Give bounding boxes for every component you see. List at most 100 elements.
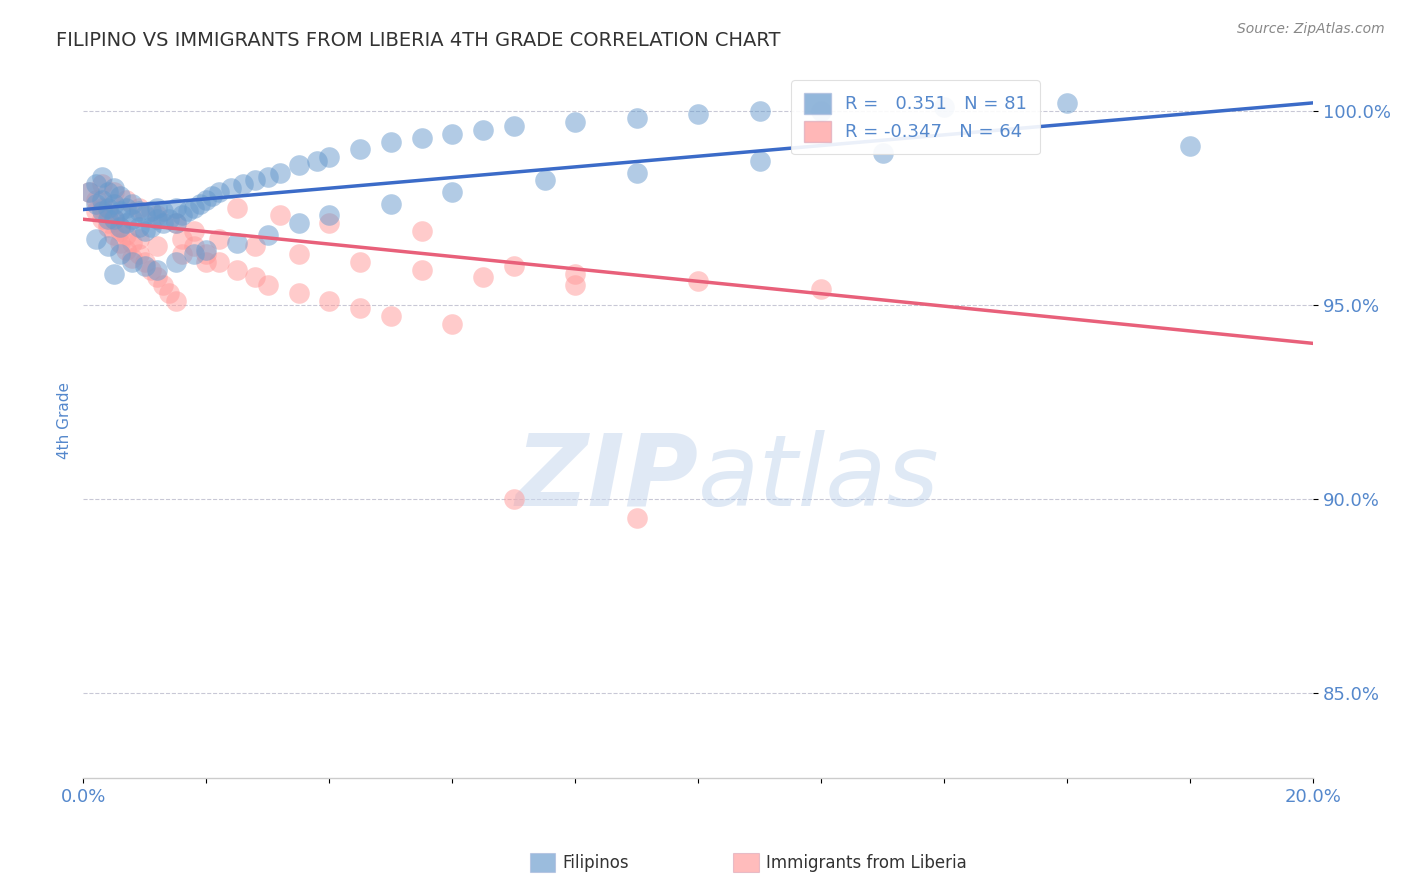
Point xyxy=(146,239,169,253)
Point xyxy=(207,232,229,246)
Point xyxy=(152,278,174,293)
Point xyxy=(128,247,150,261)
Point xyxy=(152,204,174,219)
Point xyxy=(90,201,112,215)
Point xyxy=(256,227,278,242)
Point xyxy=(318,150,340,164)
Point xyxy=(688,107,710,121)
Point xyxy=(103,185,125,199)
Point xyxy=(103,212,125,227)
Point xyxy=(165,201,187,215)
Point xyxy=(108,235,131,250)
Point xyxy=(115,244,138,258)
Point xyxy=(121,251,143,265)
Point xyxy=(165,216,187,230)
Point xyxy=(97,204,120,219)
Point xyxy=(170,247,193,261)
Point xyxy=(626,166,648,180)
Point xyxy=(121,255,143,269)
Point xyxy=(195,255,218,269)
Point xyxy=(411,130,433,145)
Point xyxy=(134,224,156,238)
Point xyxy=(165,255,187,269)
Point xyxy=(108,219,131,234)
Point xyxy=(128,201,150,215)
Point xyxy=(84,232,107,246)
Point xyxy=(256,278,278,293)
Point xyxy=(305,154,328,169)
Point xyxy=(121,235,143,250)
Point xyxy=(287,158,309,172)
Point xyxy=(1180,138,1202,153)
Point xyxy=(626,112,648,126)
Point xyxy=(287,247,309,261)
Point xyxy=(103,227,125,242)
Point xyxy=(411,224,433,238)
Point xyxy=(157,212,180,227)
Point xyxy=(207,255,229,269)
Point xyxy=(411,262,433,277)
Point xyxy=(139,204,162,219)
Point xyxy=(121,196,143,211)
Point xyxy=(256,169,278,184)
Point xyxy=(441,317,464,331)
Point xyxy=(688,274,710,288)
Point xyxy=(269,208,291,222)
Point xyxy=(934,100,956,114)
Text: Filipinos: Filipinos xyxy=(562,854,628,871)
Point xyxy=(90,204,112,219)
Point xyxy=(349,301,371,316)
Point xyxy=(349,143,371,157)
Point xyxy=(108,189,131,203)
Text: ZIP: ZIP xyxy=(515,430,699,526)
Point xyxy=(564,278,586,293)
Point xyxy=(502,491,524,506)
Point xyxy=(245,270,267,285)
Point xyxy=(146,208,169,222)
Text: atlas: atlas xyxy=(699,430,939,526)
Point xyxy=(103,212,125,227)
Point xyxy=(152,216,174,230)
Point xyxy=(90,193,112,207)
Point xyxy=(872,146,894,161)
Point xyxy=(84,193,107,207)
Point xyxy=(183,247,205,261)
Point xyxy=(188,196,211,211)
Point xyxy=(195,244,218,258)
Point xyxy=(269,166,291,180)
Point xyxy=(115,227,138,242)
Point xyxy=(108,219,131,234)
Point xyxy=(219,181,242,195)
Point xyxy=(183,201,205,215)
Point xyxy=(84,204,107,219)
Point xyxy=(441,185,464,199)
Point xyxy=(245,173,267,187)
Point xyxy=(121,212,143,227)
Text: Immigrants from Liberia: Immigrants from Liberia xyxy=(766,854,966,871)
Point xyxy=(177,204,200,219)
Y-axis label: 4th Grade: 4th Grade xyxy=(58,383,72,459)
Point xyxy=(195,193,218,207)
Point xyxy=(1056,95,1078,110)
Point xyxy=(146,270,169,285)
Point xyxy=(626,511,648,525)
Point xyxy=(533,173,555,187)
Point xyxy=(318,293,340,308)
Point xyxy=(79,185,101,199)
Legend: R =   0.351   N = 81, R = -0.347   N = 64: R = 0.351 N = 81, R = -0.347 N = 64 xyxy=(792,80,1040,154)
Point xyxy=(170,208,193,222)
Point xyxy=(108,224,131,238)
Point xyxy=(97,201,120,215)
Point xyxy=(318,208,340,222)
Point xyxy=(441,127,464,141)
Point xyxy=(128,232,150,246)
Point xyxy=(165,293,187,308)
Point xyxy=(115,201,138,215)
Point xyxy=(226,201,249,215)
Point xyxy=(810,282,832,296)
Point xyxy=(128,219,150,234)
Point xyxy=(90,169,112,184)
Point xyxy=(103,267,125,281)
Text: Source: ZipAtlas.com: Source: ZipAtlas.com xyxy=(1237,22,1385,37)
Point xyxy=(115,216,138,230)
